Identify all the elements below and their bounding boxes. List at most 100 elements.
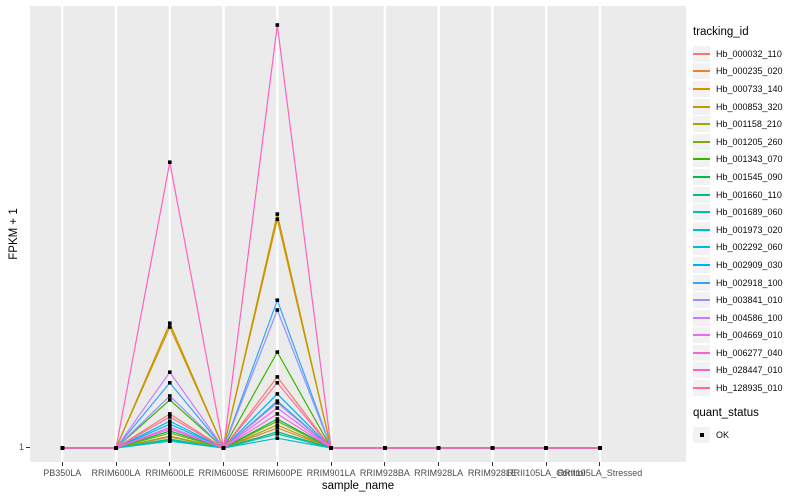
legend-item: Hb_000032_110 [693,45,799,63]
data-point [168,321,172,325]
data-point [436,446,441,450]
legend-item-label: Hb_004669_010 [716,330,783,341]
legend-item-label: Hb_002918_100 [716,277,783,288]
x-axis-title: sample_name [321,480,395,492]
data-point [275,426,280,430]
legend-color-line-icon [693,387,710,390]
legend-key [693,151,710,168]
legend-item-label: Hb_028447_010 [716,365,783,376]
x-tick-label: RRII105LA_Stressed [557,468,643,478]
legend-item-label: Hb_001343_070 [716,154,783,165]
data-point [598,446,602,450]
data-point [275,401,280,405]
black-square-marker-icon [699,432,704,437]
legend-color-line-icon [693,140,710,143]
legend-item-label: Hb_001973_020 [716,224,783,235]
data-point [168,419,172,423]
x-tick-mark [169,462,171,466]
legend-item-label: Hb_006277_040 [716,347,783,358]
data-point [275,423,280,427]
legend-item-label: Hb_002909_030 [716,259,783,270]
data-point [544,446,548,450]
legend-item-label: Hb_000235_020 [716,66,783,77]
x-tick-mark [384,462,386,466]
legend-panel: tracking_id Hb_000032_110 Hb_000235_020 Hb… [693,26,799,443]
legend-color-line-icon [693,158,710,161]
x-tick-mark [61,462,63,466]
legend-item: Hb_004586_100 [693,309,799,327]
data-point [275,417,280,421]
legend-color-line-icon [693,52,710,55]
legend-key [693,309,710,326]
legend-key [693,133,710,150]
data-point [168,429,172,433]
legend-quant-items: OK [693,426,799,444]
data-point [275,412,280,416]
data-point [275,430,280,434]
x-tick-label: RRIM600LA [91,468,141,478]
legend-key [693,98,710,115]
x-tick-label: RRIM928LA [414,468,464,478]
legend-item: Hb_001343_070 [693,151,799,169]
legend-key [693,63,710,80]
x-tick-label: PB350LA [43,468,82,478]
legend-item: Hb_002918_100 [693,274,799,292]
data-point [275,375,280,379]
plot-panel [30,6,686,462]
legend-key [693,239,710,256]
legend-title-tracking-id: tracking_id [693,26,749,38]
data-point [490,446,495,450]
legend-color-line-icon [693,175,710,178]
legend-color-line-icon [693,316,710,319]
legend-key [693,362,710,379]
legend-item: Hb_002909_030 [693,256,799,274]
data-point [329,446,333,450]
legend-key [693,426,710,443]
legend-item: Hb_001545_090 [693,168,799,186]
legend-title-quant-status: quant_status [693,406,759,419]
legend-color-line-icon [693,70,710,73]
legend-item: Hb_003841_010 [693,291,799,309]
legend-key [693,380,710,397]
data-point [275,217,280,221]
legend-color-line-icon [693,369,710,372]
x-tick-label: RRIM600PE [252,468,303,478]
legend-item: Hb_004669_010 [693,327,799,345]
x-tick-mark [223,462,225,466]
legend-item: Hb_001660_110 [693,186,799,204]
data-point [168,439,172,443]
legend-item-label: Hb_128935_010 [716,383,783,394]
x-tick-mark [330,462,332,466]
legend-item-label: Hb_001158_210 [716,119,782,130]
legend-item: Hb_001158_210 [693,115,799,133]
legend-key [693,116,710,133]
legend-color-line-icon [693,87,710,90]
legend-item-label: Hb_001689_060 [716,207,783,218]
data-point [275,23,280,27]
legend-key [693,186,710,203]
x-tick-label: RRIM901LA [306,468,356,478]
data-point [275,381,280,385]
legend-item-label: Hb_002292_060 [716,242,783,253]
legend-color-line-icon [693,334,710,337]
x-tick-label: RRIM928LE [467,468,517,478]
data-point [275,308,280,312]
legend-item: Hb_006277_040 [693,344,799,362]
legend-color-line-icon [693,299,710,302]
data-point [114,446,118,450]
legend-item: Hb_000853_320 [693,98,799,116]
data-point [275,419,280,423]
legend-tracking-items: Hb_000032_110 Hb_000235_020 Hb_000733_140 H… [693,45,799,397]
legend-key [693,204,710,221]
legend-item-label: OK [716,429,730,440]
legend-item-label: Hb_004586_100 [716,312,783,323]
legend-item: Hb_001689_060 [693,203,799,221]
legend-key [693,45,710,62]
legend-item-label: Hb_003841_010 [716,295,783,306]
legend-item-label: Hb_001545_090 [716,171,783,182]
legend-key [693,168,710,185]
legend-key [693,292,710,309]
chart-svg [30,6,686,462]
legend-item: Hb_000235_020 [693,63,799,81]
